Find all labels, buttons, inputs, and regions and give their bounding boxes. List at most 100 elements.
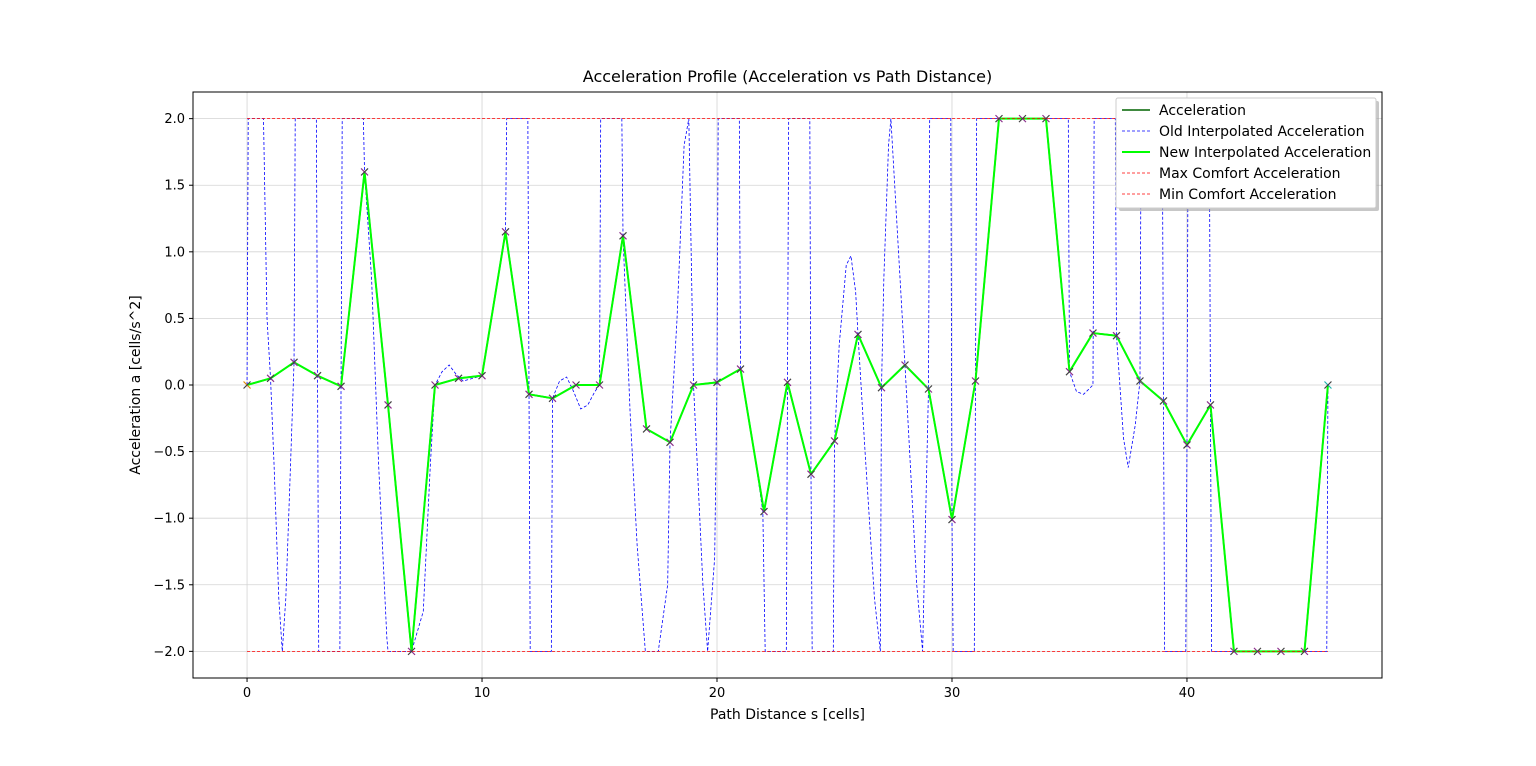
data-point-marker [760,507,768,516]
marker-stroke [807,470,815,479]
marker-stroke [689,381,698,389]
marker-stroke [736,365,745,373]
y-tick-label: −1.0 [153,512,185,527]
marker-stroke [1300,647,1309,656]
data-point-marker [1230,647,1238,656]
marker-stroke [971,377,980,385]
data-point-marker [877,383,886,392]
data-point-marker [995,114,1003,123]
marker-stroke [1065,367,1074,376]
marker-stroke [360,167,369,176]
data-point-marker [948,515,956,524]
data-point-marker [1018,114,1027,123]
chart-title: Acceleration Profile (Acceleration vs Pa… [583,67,992,86]
y-tick-label: −2.0 [153,645,185,660]
marker-stroke [290,358,298,367]
data-point-marker [525,390,533,399]
data-point-marker [1277,647,1285,656]
data-point-marker [337,382,345,391]
x-tick-label: 30 [944,686,961,701]
data-point-marker [924,385,933,393]
data-point-marker [1183,441,1191,449]
data-point-marker [854,330,862,339]
data-point-marker [501,227,510,236]
y-tick-label: −0.5 [153,445,185,460]
y-axis-label: Acceleration a [cells/s^2] [128,295,144,474]
marker-stroke [595,381,604,389]
y-tick-label: 0.5 [164,312,185,327]
data-point-marker [642,425,651,433]
x-tick-label: 0 [243,686,251,701]
y-tick-label: −1.5 [153,578,185,593]
marker-stroke [854,330,862,339]
data-point-marker [666,438,674,447]
data-point-marker [595,381,604,389]
marker-stroke [1277,647,1285,656]
legend-entry: Min Comfort Acceleration [1159,187,1336,203]
data-point-marker [360,167,369,176]
data-point-marker [572,381,580,389]
data-point-marker [1159,397,1168,405]
legend-entry: Max Comfort Acceleration [1159,166,1341,182]
data-point-marker [243,381,251,389]
legend: Acceleration Old Interpolated Acceleratio… [1115,97,1379,211]
marker-stroke [1230,647,1238,656]
marker-stroke [384,401,392,409]
data-point-marker [384,401,392,409]
marker-stroke [501,227,510,236]
x-tick-label: 20 [709,686,726,701]
marker-stroke [713,378,721,387]
data-point-marker [830,437,839,445]
data-point-marker [713,378,721,387]
marker-stroke [924,385,933,393]
data-point-marker [901,361,909,369]
legend-box [1115,97,1377,209]
y-tick-label: 2.0 [164,112,185,127]
data-point-marker [266,374,275,383]
data-point-marker [313,371,322,380]
marker-stroke [995,114,1003,123]
legend-entry: New Interpolated Acceleration [1159,145,1371,161]
data-point-marker [1324,381,1332,389]
marker-stroke [1183,441,1191,449]
marker-stroke [1324,381,1332,389]
legend-entry: Old Interpolated Acceleration [1159,124,1364,140]
data-point-marker [619,231,627,240]
marker-stroke [830,437,839,445]
marker-stroke [1159,397,1168,405]
data-point-marker [1112,331,1121,340]
marker-stroke [1206,401,1215,409]
marker-stroke [877,383,886,392]
legend-entry: Acceleration [1159,103,1246,119]
marker-stroke [1253,647,1262,656]
y-tick-label: 1.0 [164,245,185,260]
marker-stroke [266,374,275,383]
data-point-marker [290,358,298,367]
marker-stroke [572,381,580,389]
data-point-marker [407,647,416,656]
x-tick-label: 40 [1179,686,1196,701]
data-point-marker [783,378,792,387]
marker-stroke [548,394,557,403]
data-point-marker [454,374,463,383]
data-point-marker [689,381,698,389]
marker-stroke [1136,377,1144,385]
marker-stroke [454,374,463,383]
data-point-marker [1206,401,1215,409]
data-point-marker [1300,647,1309,656]
data-point-marker [431,381,439,389]
marker-stroke [1018,114,1027,123]
axis-ticks: 0 10 20 30 40 −2.0 −1.5 −1.0 −0.5 0.0 0.5 1.0 1.5 2.0 [153,112,1195,701]
marker-stroke [243,381,251,389]
marker-stroke [760,507,768,516]
marker-stroke [783,378,792,387]
x-tick-label: 10 [474,686,491,701]
data-point-marker [1042,114,1050,123]
marker-stroke [1112,331,1121,340]
x-axis-label: Path Distance s [cells] [710,707,865,723]
marker-stroke [619,231,627,240]
marker-stroke [1042,114,1050,123]
marker-stroke [407,647,416,656]
